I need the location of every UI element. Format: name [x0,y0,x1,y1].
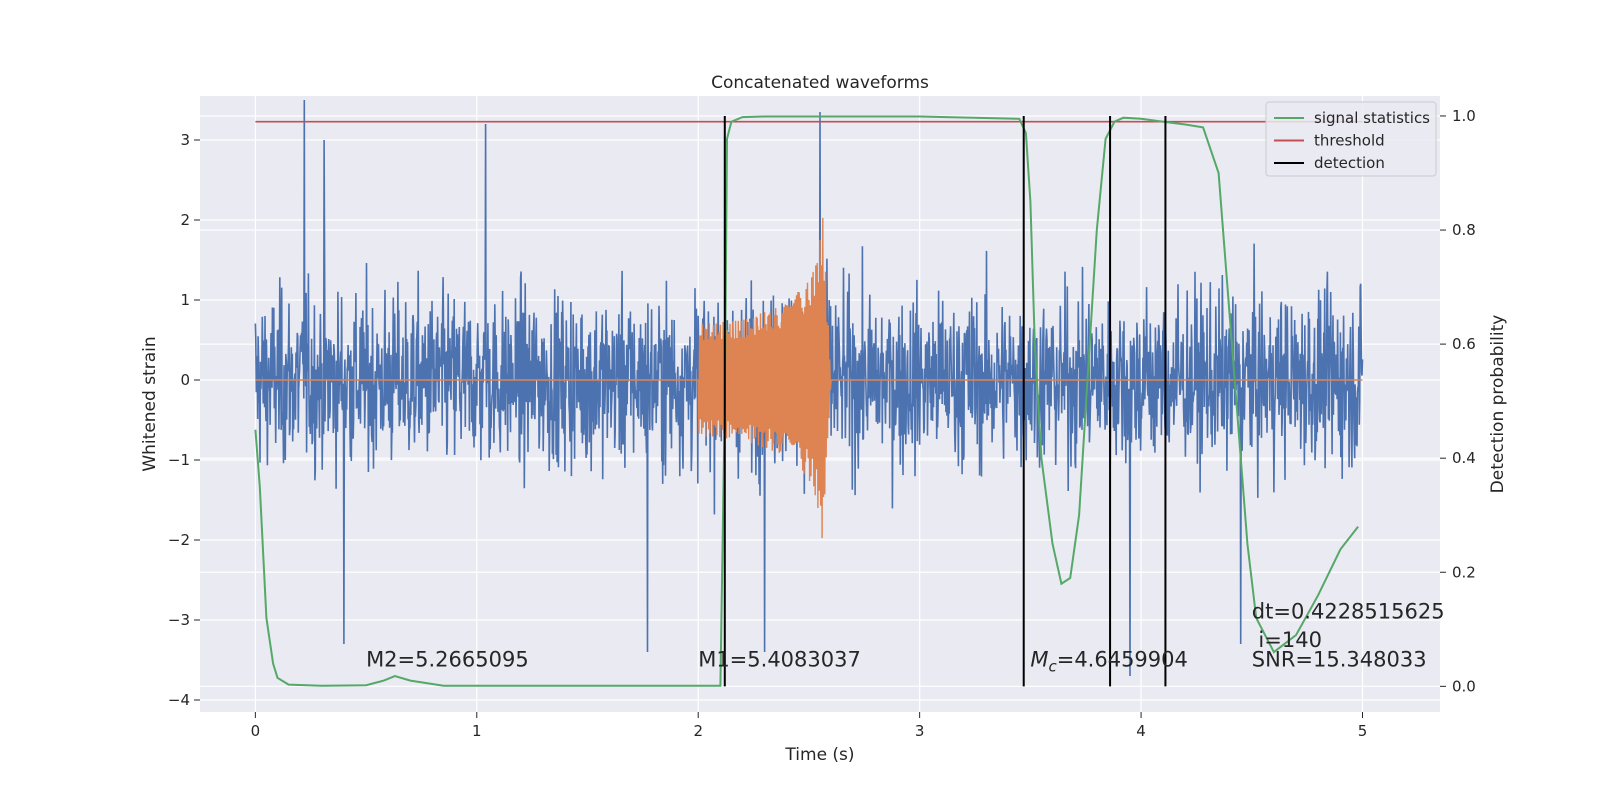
y-tick-label: 2 [180,211,190,229]
y-right-tick-label: 1.0 [1452,107,1476,125]
annotation-text: i=140 [1258,628,1322,652]
annotation-text: M1=5.4083037 [698,647,861,671]
y-right-tick-label: 0.4 [1452,449,1476,467]
x-tick-label: 2 [693,722,703,740]
legend-label: signal statistics [1314,109,1430,127]
annotation-text: SNR=15.348033 [1252,647,1427,671]
x-tick-label: 1 [472,722,482,740]
chart-title: Concatenated waveforms [711,73,929,93]
x-axis-label: Time (s) [784,745,854,765]
annotation-text: M2=5.2665095 [366,647,529,671]
axes: 0 1 2 3 4 5 −4 −3 −2 −1 0 1 2 3 0.0 0.2 0.4 0.6 0.8 1.0 [168,107,1476,740]
y-tick-label: 3 [180,131,190,149]
x-tick-label: 4 [1136,722,1146,740]
legend: signal statistics threshold detection [1265,101,1437,177]
signal-statistics-line [254,115,1359,687]
annotation-text: dt=0.4228515625 [1252,599,1445,623]
y-axis-label: Whitened strain [140,336,160,471]
template-series-line [255,217,1363,539]
y-axis-right-label: Detection probability [1488,315,1508,494]
y-right-tick-label: 0.0 [1452,677,1476,695]
y-right-tick-label: 0.6 [1452,335,1476,353]
x-tick-label: 0 [251,722,261,740]
x-tick-label: 3 [915,722,925,740]
annotation-text: Mc=4.6459904 [1030,647,1188,675]
y-tick-label: 1 [180,291,190,309]
legend-box [1265,101,1437,177]
legend-label: threshold [1314,132,1385,150]
y-tick-label: −4 [168,691,190,709]
y-tick-label: −3 [168,611,190,629]
annotations: M2=5.2665095 M1=5.4083037 Mc=4.6459904 SNR=… [366,599,1445,675]
y-tick-label: −2 [168,531,190,549]
plot-layer [254,99,1364,687]
x-tick-label: 5 [1358,722,1368,740]
y-right-tick-label: 0.8 [1452,221,1476,239]
y-right-tick-label: 0.2 [1452,563,1476,581]
y-tick-label: −1 [168,451,190,469]
legend-label: detection [1314,154,1385,172]
y-tick-label: 0 [180,371,190,389]
